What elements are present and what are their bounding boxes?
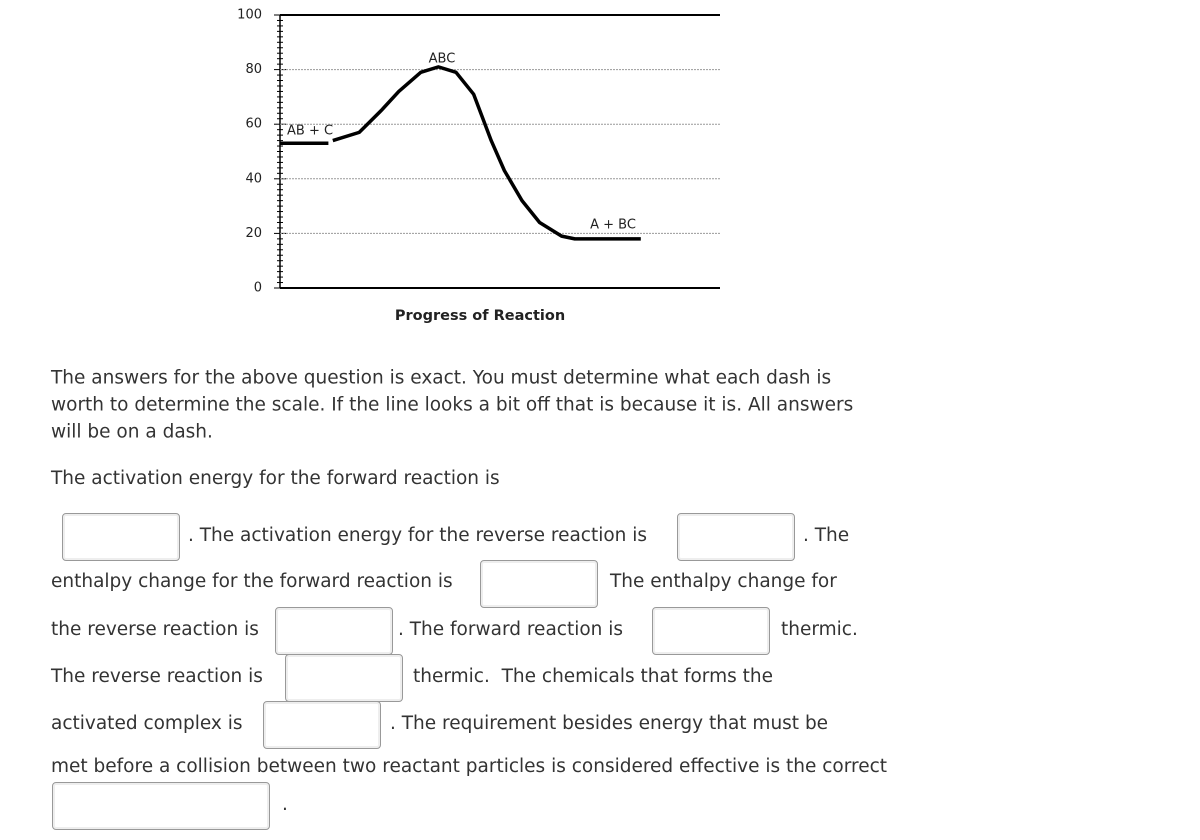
annotation: ABC: [429, 52, 456, 67]
answer-input[interactable]: [677, 513, 795, 561]
answer-input[interactable]: [62, 513, 180, 561]
question-text: . The requirement besides energy that mu…: [390, 712, 829, 734]
energy-diagram: Progress of Reaction AB + C ABC A + BC 0…: [237, 8, 720, 324]
question-text: The reverse reaction is: [51, 665, 263, 687]
question-text: enthalpy change for the forward reaction…: [51, 570, 453, 592]
answer-input[interactable]: [652, 607, 770, 655]
question-text: the reverse reaction is: [51, 618, 259, 640]
y-tick-label: 40: [245, 171, 262, 186]
answer-input[interactable]: [263, 701, 381, 749]
question-text: activated complex is: [51, 712, 243, 734]
answer-input[interactable]: [275, 607, 393, 655]
energy-curve: [280, 65, 641, 241]
question-text: .: [282, 793, 288, 815]
answer-input[interactable]: [285, 654, 403, 702]
question-text: met before a collision between two react…: [51, 755, 888, 777]
y-tick-label: 80: [245, 62, 262, 77]
question-text: . The activation energy for the reverse …: [188, 524, 648, 546]
y-tick-label: 100: [237, 8, 262, 23]
note: The answers for the above question is ex…: [51, 367, 854, 443]
answer-input[interactable]: [480, 560, 598, 608]
y-tick-label: 20: [245, 226, 262, 241]
answer-input[interactable]: [52, 782, 270, 830]
question-text: . The forward reaction is: [398, 618, 624, 640]
question-text: The enthalpy change for: [610, 570, 837, 592]
question-text: thermic.: [781, 618, 858, 640]
question-text: . The: [803, 524, 850, 546]
annotation: AB + C: [287, 124, 333, 139]
question-text: thermic. The chemicals that forms the: [413, 665, 773, 687]
question-text: The activation energy for the forward re…: [51, 467, 500, 489]
annotation: A + BC: [590, 218, 636, 233]
x-axis-label: Progress of Reaction: [395, 308, 565, 324]
y-tick-label: 60: [245, 117, 262, 132]
y-tick-label: 0: [254, 281, 262, 296]
